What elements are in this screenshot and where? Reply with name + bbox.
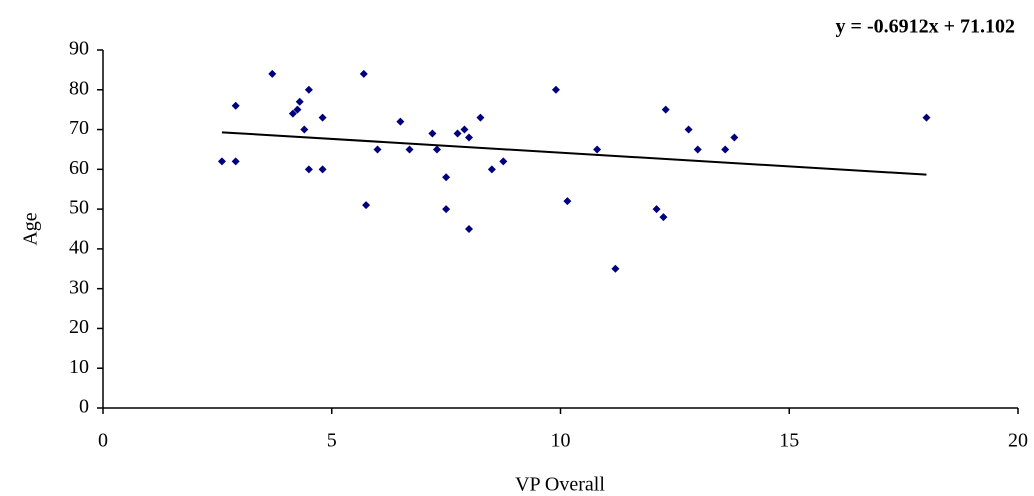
y-tick-label: 60 [69,157,89,179]
x-tick-label: 10 [551,430,571,452]
y-tick-label: 20 [69,316,89,338]
trendline-equation: y = -0.6912x + 71.102 [836,16,1015,38]
data-point [432,145,441,154]
y-tick-label: 70 [69,117,89,139]
y-tick-label: 0 [79,396,89,418]
data-point [293,105,302,114]
data-point [217,157,226,166]
data-point [465,225,473,233]
data-point [922,113,931,122]
data-point [373,145,382,154]
data-point [405,145,414,154]
x-axis-label: VP Overall [515,474,605,496]
data-point [465,133,473,142]
x-tick-label: 15 [779,430,799,452]
data-point [499,157,508,166]
y-tick-label: 80 [69,77,89,99]
data-point [362,201,371,210]
data-point [295,97,304,106]
data-point [231,101,240,110]
data-point [231,157,240,166]
data-point [453,129,462,138]
y-tick-label: 50 [69,197,89,219]
x-tick-label: 5 [327,430,337,452]
data-point [661,105,670,114]
data-point [318,165,327,174]
data-point [359,69,368,78]
data-point [611,264,620,273]
data-point [693,145,702,154]
data-point [304,165,313,174]
y-tick-label: 10 [69,356,89,378]
trendline [221,131,927,176]
data-point [304,85,313,94]
data-point [659,213,668,222]
data-point [487,165,496,174]
data-point [551,85,560,94]
data-point [460,125,469,134]
data-point [268,69,277,78]
y-tick-label: 90 [69,38,89,60]
x-tick-label: 0 [98,430,108,452]
x-tick-label: 20 [1008,430,1028,452]
data-point [476,113,485,122]
y-axis-label: Age [20,212,42,245]
data-point [442,205,451,214]
data-point [721,145,730,154]
data-point [684,125,693,134]
data-point [300,125,309,134]
y-tick-label: 40 [69,236,89,258]
data-point [428,129,437,138]
data-point [730,133,739,142]
data-point [593,145,602,154]
data-point [652,205,661,214]
data-point [318,113,327,122]
data-point [288,109,297,118]
data-point [563,197,572,206]
y-tick-label: 30 [69,276,89,298]
data-point [442,173,451,182]
data-point [396,117,405,126]
